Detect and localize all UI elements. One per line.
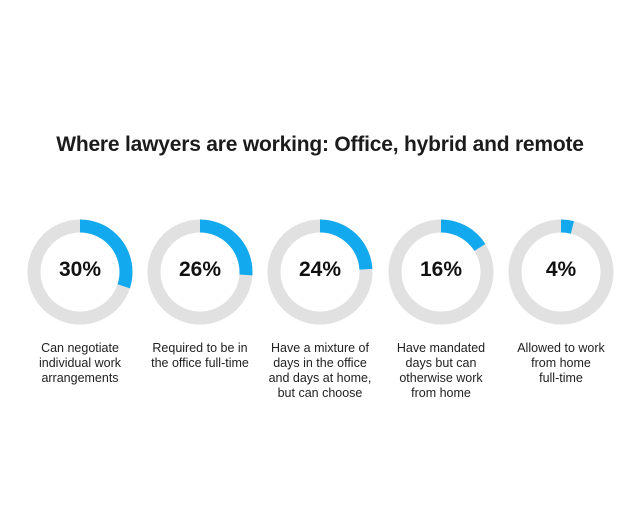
donut-value-arc: [147, 219, 253, 325]
description-label: Have mandated days but can otherwise wor…: [396, 341, 486, 400]
donut-value-arc: [508, 219, 614, 325]
percentage-label: 4%: [545, 258, 577, 281]
donut-value-arc: [267, 219, 373, 325]
donut-value-arc: [388, 219, 494, 325]
percentage-label: 24%: [298, 258, 342, 281]
description-label: Required to be in the office full-time: [151, 341, 249, 370]
description-label: Have a mixture of days in the office and…: [268, 341, 372, 400]
donut-ring: [387, 218, 495, 326]
donut-svg: [388, 219, 494, 325]
percentage-label: 30%: [58, 258, 102, 281]
donut-svg: [508, 219, 614, 325]
percentage-label: 16%: [419, 258, 463, 281]
donut-svg: [147, 219, 253, 325]
description-label: Allowed to work from home full-time: [517, 341, 605, 385]
donut-ring: [266, 218, 374, 326]
donut-value-arc: [27, 219, 133, 325]
donut-svg: [27, 219, 133, 325]
donut-ring: [146, 218, 254, 326]
donut-ring: [26, 218, 134, 326]
description-label: Can negotiate individual work arrangemen…: [39, 341, 121, 385]
donut-svg: [267, 219, 373, 325]
percentage-label: 26%: [178, 258, 222, 281]
chart-title: Where lawyers are working: Office, hybri…: [56, 133, 584, 156]
donut-ring: [507, 218, 615, 326]
